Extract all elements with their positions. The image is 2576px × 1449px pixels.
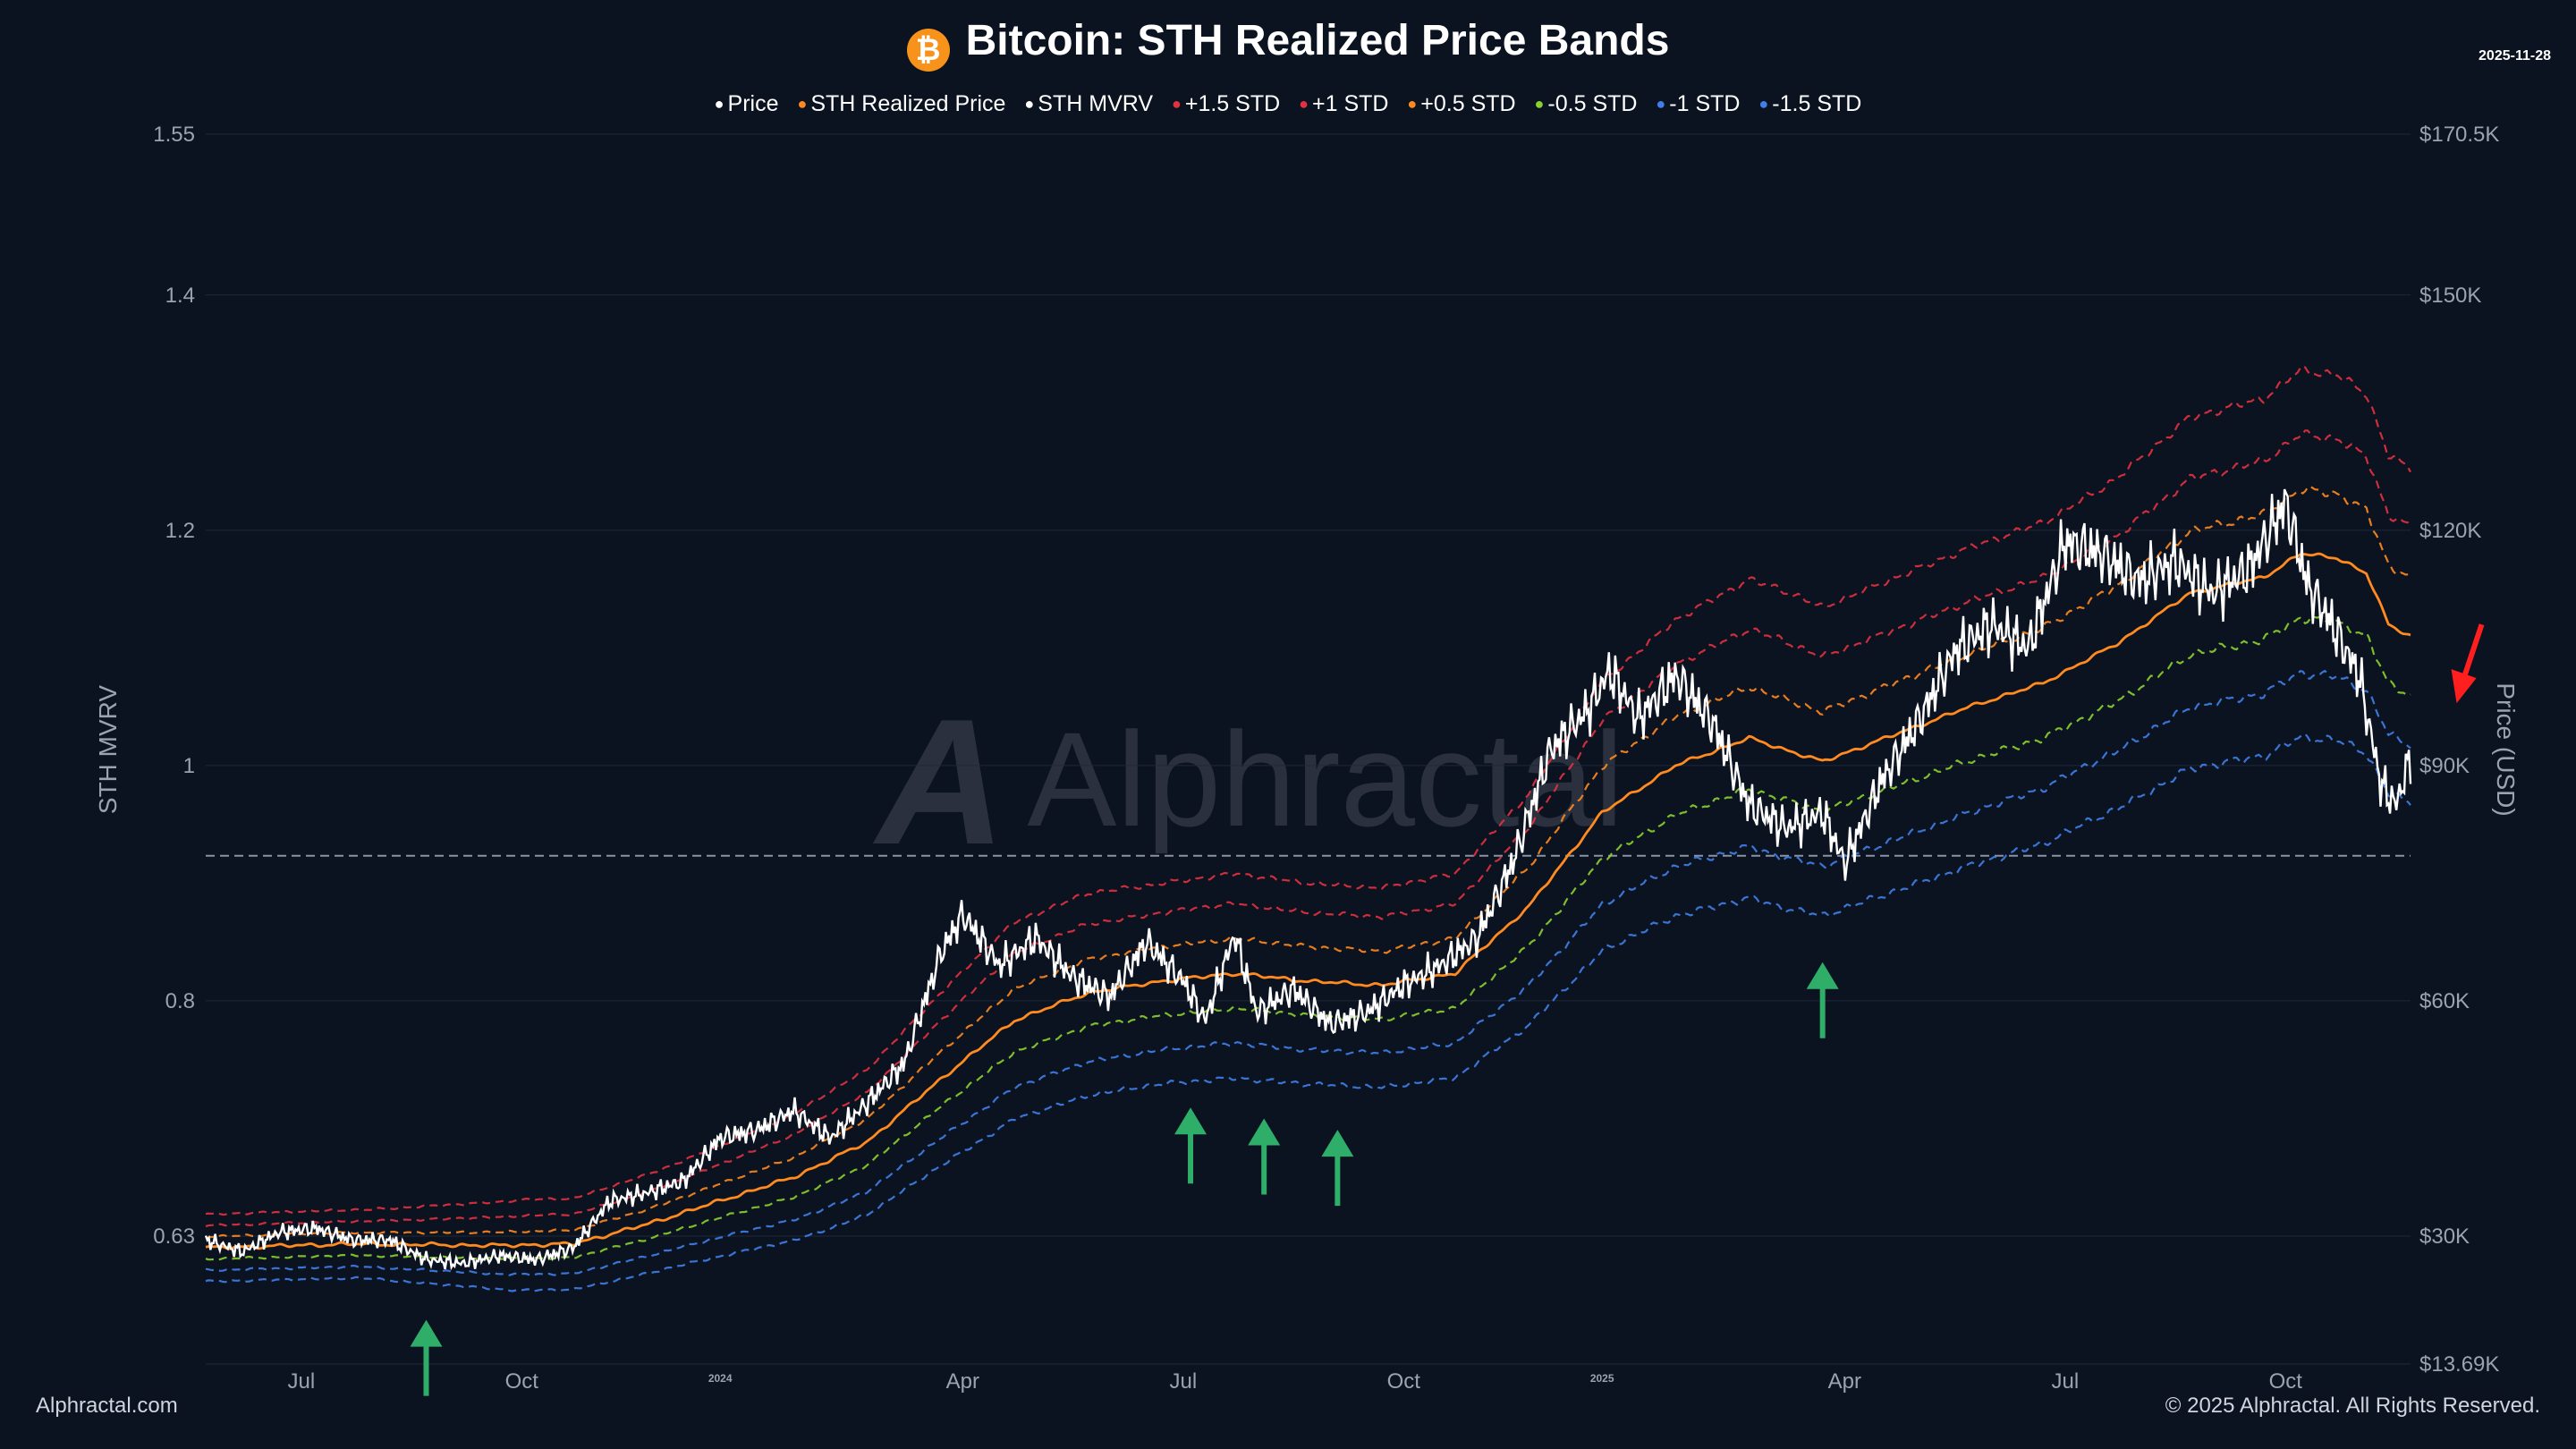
y-right-tick-label: $30K	[2419, 1224, 2470, 1249]
x-tick-label: Oct	[505, 1369, 539, 1394]
y-right-tick-label: $170.5K	[2419, 123, 2499, 147]
buy-signal-head	[1321, 1130, 1354, 1157]
x-tick-label: Oct	[1387, 1369, 1421, 1394]
band-line--1-5-std	[205, 733, 2411, 1292]
chart-date: 2025-11-28	[2479, 48, 2551, 64]
y-left-tick-label: 1.4	[165, 284, 195, 308]
chart-title: ₿ Bitcoin: STH Realized Price Bands	[0, 16, 2576, 72]
sell-signal-arrow	[2451, 623, 2485, 704]
buy-signal-arrow	[410, 1319, 443, 1396]
price-line	[204, 488, 2412, 1271]
buy-signal-arrow	[1248, 1118, 1281, 1195]
chart-legend: ● Price ● STH Realized Price ● STH MVRV ● +1…	[0, 91, 2576, 117]
band-line--0-5-std	[205, 485, 2411, 1239]
legend-item-sth-realized-price[interactable]: ● STH Realized Price	[797, 91, 1006, 116]
y-left-axis-title: STH MVRV	[94, 685, 122, 814]
buy-signal-head	[1174, 1107, 1208, 1135]
y-left-tick-label: 1.55	[153, 123, 195, 147]
band-line--1-5-std	[205, 364, 2411, 1216]
x-tick-label: Oct	[2269, 1369, 2303, 1394]
legend-marker-icon: ●	[1024, 95, 1035, 113]
buy-signal-head	[410, 1319, 443, 1347]
chart-title-text: Bitcoin: STH Realized Price Bands	[965, 17, 1670, 64]
buy-signal-arrow	[1321, 1130, 1354, 1207]
sth-realized-price-line	[205, 552, 2411, 1250]
band-line--1-std	[205, 669, 2411, 1276]
legend-item-plus-1-std[interactable]: ● +1 STD	[1299, 91, 1389, 116]
sell-signal-head	[2451, 669, 2477, 704]
buy-signal-head	[1806, 962, 1839, 989]
legend-marker-icon: ●	[1171, 95, 1182, 113]
legend-marker-icon: ●	[1656, 95, 1666, 113]
y-left-tick-label: 1.2	[165, 519, 195, 543]
legend-marker-icon: ●	[1758, 95, 1769, 113]
legend-item-minus-1-std[interactable]: ● -1 STD	[1656, 91, 1741, 116]
x-tick-label: Apr	[946, 1369, 979, 1394]
y-right-tick-label: $120K	[2419, 519, 2481, 543]
legend-marker-icon: ●	[1407, 95, 1418, 113]
legend-item-minus-1-5-std[interactable]: ● -1.5 STD	[1758, 91, 1862, 116]
x-tick-label: Jul	[287, 1369, 315, 1394]
legend-marker-icon: ●	[1534, 95, 1545, 113]
x-tick-label: Apr	[1828, 1369, 1861, 1394]
legend-item-sth-mvrv[interactable]: ● STH MVRV	[1024, 91, 1154, 116]
x-tick-label: 2024	[708, 1372, 733, 1385]
footer-copyright: © 2025 Alphractal. All Rights Reserved.	[2165, 1394, 2540, 1418]
x-tick-label: Jul	[1169, 1369, 1197, 1394]
legend-marker-icon: ●	[714, 95, 724, 113]
y-right-tick-label: $150K	[2419, 284, 2481, 308]
buy-signal-arrow	[1806, 962, 1839, 1038]
legend-item-plus-0-5-std[interactable]: ● +0.5 STD	[1407, 91, 1516, 116]
bitcoin-icon: ₿	[906, 29, 950, 72]
legend-item-minus-0-5-std[interactable]: ● -0.5 STD	[1534, 91, 1638, 116]
y-left-tick-label: 1	[183, 754, 195, 778]
legend-marker-icon: ●	[1299, 95, 1309, 113]
y-right-tick-label: $90K	[2419, 754, 2470, 778]
sell-signal-shaft	[2461, 623, 2485, 680]
band-line--0-5-std	[205, 615, 2411, 1261]
buy-signal-head	[1248, 1118, 1281, 1146]
y-left-tick-label: 0.8	[165, 989, 195, 1013]
y-left-tick-label: 0.63	[153, 1224, 195, 1249]
y-right-tick-label: $60K	[2419, 989, 2470, 1013]
x-tick-label: Jul	[2051, 1369, 2079, 1394]
x-tick-label: 2025	[1590, 1372, 1614, 1385]
legend-marker-icon: ●	[797, 95, 808, 113]
buy-signal-arrow	[1174, 1107, 1208, 1184]
y-right-axis-title: Price (USD)	[2492, 682, 2520, 816]
footer-site: Alphractal.com	[36, 1394, 178, 1418]
band-line--1-std	[205, 429, 2411, 1228]
y-right-tick-label: $13.69K	[2419, 1352, 2499, 1377]
legend-item-plus-1-5-std[interactable]: ● +1.5 STD	[1171, 91, 1281, 116]
legend-item-price[interactable]: ● Price	[714, 91, 779, 116]
